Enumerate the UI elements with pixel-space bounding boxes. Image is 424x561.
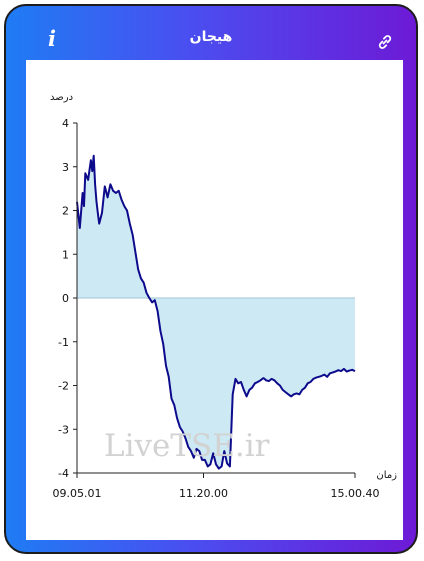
area-layer (76, 154, 356, 470)
x-tick-label: 09.05.01 (53, 487, 102, 500)
x-axis-label: زمان (376, 470, 397, 481)
y-tick-label: -3 (58, 423, 69, 436)
x-tick-label: 11.20.00 (179, 487, 228, 500)
header-bar: i هیجان (6, 6, 416, 60)
info-icon[interactable]: i (48, 26, 56, 51)
y-tick-label: 1 (62, 248, 69, 261)
y-tick-label: -4 (58, 467, 69, 480)
series-line (76, 154, 356, 470)
watermark: LiveTSE.ir (104, 428, 270, 464)
page-title: هیجان (189, 29, 233, 45)
y-tick-label: 4 (62, 117, 69, 130)
y-tick-label: 2 (62, 205, 69, 218)
chart-panel: 4 3 2 1 0 -1 -2 -3 -4 09.05.01 11.20.00 15.00.40 Li… (26, 60, 403, 540)
y-tick-label: 3 (62, 161, 69, 174)
y-tick-label: 0 (62, 292, 69, 305)
link-icon[interactable] (376, 33, 394, 51)
series-area (77, 155, 355, 469)
y-tick-label: -1 (58, 336, 69, 349)
y-axis-label: درصد (50, 92, 73, 103)
axis-layer: 4 3 2 1 0 -1 -2 -3 -4 09.05.01 11.20.00 15.00.40 (53, 117, 380, 500)
y-tick-label: -2 (58, 380, 69, 393)
x-tick-label: 15.00.40 (331, 487, 380, 500)
chart: 4 3 2 1 0 -1 -2 -3 -4 09.05.01 11.20.00 15.00.40 Li… (50, 92, 397, 500)
card: i هیجان 4 3 2 1 0 -1 -2 -3 -4 09.05.01 11.20.00 15.… (4, 4, 418, 554)
